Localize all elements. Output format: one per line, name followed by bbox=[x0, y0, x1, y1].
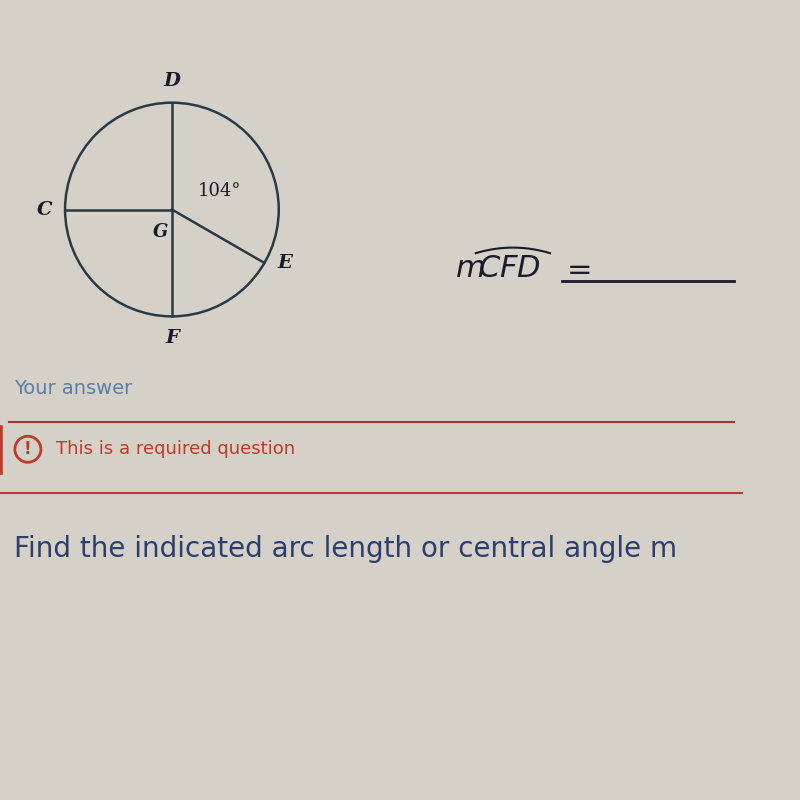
Text: 104°: 104° bbox=[198, 182, 242, 200]
Text: F: F bbox=[165, 330, 179, 347]
Text: D: D bbox=[163, 72, 180, 90]
Text: !: ! bbox=[24, 440, 32, 458]
Text: $CFD$: $CFD$ bbox=[478, 254, 541, 282]
Text: E: E bbox=[278, 254, 292, 272]
Text: $m$: $m$ bbox=[455, 254, 485, 282]
Text: G: G bbox=[153, 222, 169, 241]
Text: Find the indicated arc length or central angle m: Find the indicated arc length or central… bbox=[14, 534, 677, 562]
Text: This is a required question: This is a required question bbox=[56, 440, 295, 458]
Text: $=$: $=$ bbox=[562, 254, 591, 282]
Text: Your answer: Your answer bbox=[14, 379, 132, 398]
Text: C: C bbox=[37, 201, 52, 218]
